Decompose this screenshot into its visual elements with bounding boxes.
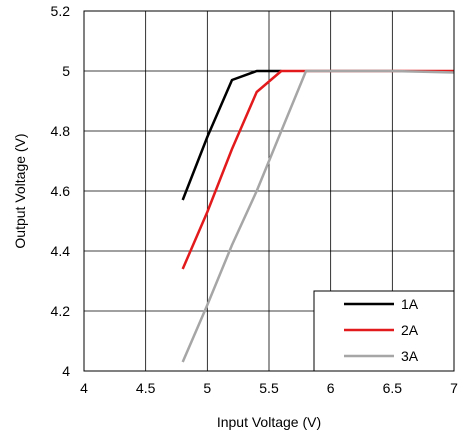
legend-label: 1A — [401, 296, 419, 312]
y-tick-label: 4.2 — [51, 303, 71, 319]
x-tick-label: 4.5 — [136, 380, 156, 396]
y-axis-title: Output Voltage (V) — [12, 133, 28, 248]
series-line-1A — [181, 69, 282, 201]
series-line-3A — [181, 69, 455, 363]
legend-label: 2A — [401, 322, 419, 338]
x-axis-ticks: 4 4.5 5 5.5 6 6.5 7 — [80, 380, 458, 396]
x-tick-label: 4 — [80, 380, 88, 396]
x-tick-label: 5.5 — [259, 380, 279, 396]
y-tick-label: 5.2 — [51, 3, 71, 19]
x-tick-label: 5 — [203, 380, 211, 396]
x-tick-label: 6.5 — [383, 380, 403, 396]
x-axis-title: Input Voltage (V) — [217, 414, 321, 430]
y-tick-label: 4 — [62, 363, 70, 379]
y-tick-label: 4.6 — [51, 183, 71, 199]
legend-label: 3A — [401, 348, 419, 364]
legend: 1A 2A 3A — [313, 290, 455, 372]
y-tick-label: 4.4 — [51, 243, 71, 259]
plot-area-frame — [83, 10, 455, 372]
x-tick-label: 7 — [450, 380, 458, 396]
x-tick-label: 6 — [327, 380, 335, 396]
series-lines — [181, 69, 455, 363]
y-axis-ticks: 4 4.2 4.4 4.6 4.8 5 5.2 — [51, 3, 71, 379]
y-tick-label: 5 — [62, 63, 70, 79]
y-tick-label: 4.8 — [51, 123, 71, 139]
